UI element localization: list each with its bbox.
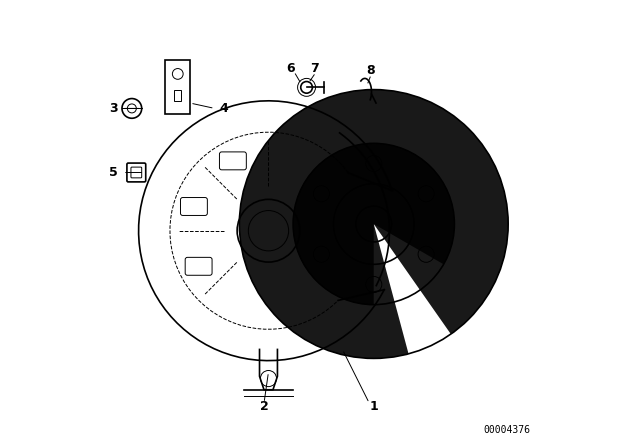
Wedge shape xyxy=(293,143,454,305)
Text: 5: 5 xyxy=(109,166,118,179)
Text: 8: 8 xyxy=(366,64,374,77)
Text: 4: 4 xyxy=(220,102,228,115)
Text: 3: 3 xyxy=(109,102,118,115)
Text: 1: 1 xyxy=(369,400,378,413)
Wedge shape xyxy=(239,90,508,358)
Text: 7: 7 xyxy=(310,62,319,75)
Text: 6: 6 xyxy=(287,62,295,75)
Bar xyxy=(165,60,190,114)
Text: 00004376: 00004376 xyxy=(484,425,531,435)
Text: 2: 2 xyxy=(260,400,268,413)
Bar xyxy=(174,90,181,101)
